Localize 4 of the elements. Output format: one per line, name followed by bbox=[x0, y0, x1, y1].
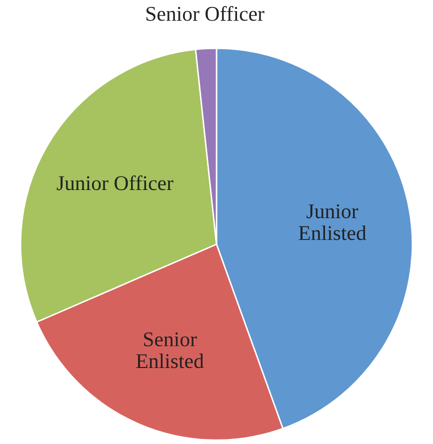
slice-label: Senior Officer bbox=[146, 6, 264, 21]
slice-label: Junior Enlisted bbox=[298, 204, 366, 240]
slice-label: Junior Officer bbox=[56, 175, 174, 190]
slice-label: Senior Enlisted bbox=[136, 332, 204, 368]
